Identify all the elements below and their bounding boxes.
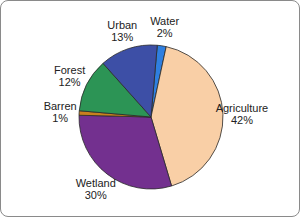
svg-text:Forest12%: Forest12% xyxy=(54,64,85,88)
svg-text:Agriculture42%: Agriculture42% xyxy=(216,102,269,126)
svg-text:Wetland30%: Wetland30% xyxy=(76,177,116,201)
svg-text:Urban13%: Urban13% xyxy=(107,19,137,43)
svg-text:Water2%: Water2% xyxy=(150,15,179,39)
svg-text:Barren1%: Barren1% xyxy=(44,100,77,124)
